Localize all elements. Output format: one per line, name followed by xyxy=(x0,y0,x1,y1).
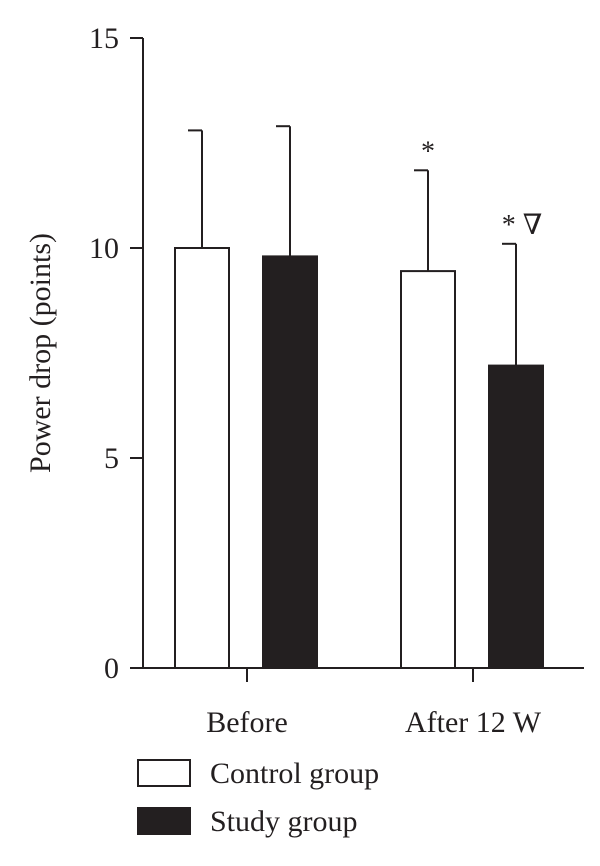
legend-swatch xyxy=(137,807,191,835)
y-tick-label: 5 xyxy=(104,442,119,475)
significance-marker: * ∇ xyxy=(502,210,543,241)
x-ticks: Before After 12 W xyxy=(206,668,542,739)
legend: Control group Study group xyxy=(137,757,379,838)
y-tick-label: 15 xyxy=(89,22,119,55)
y-ticks: 0 5 10 15 xyxy=(89,22,143,685)
y-tick-label: 0 xyxy=(104,652,119,685)
legend-swatch xyxy=(137,759,191,787)
x-tick-label: After 12 W xyxy=(405,706,542,739)
annotations: * * ∇ xyxy=(421,136,542,241)
significance-marker: * xyxy=(421,136,435,167)
x-tick-label: Before xyxy=(206,706,288,739)
legend-label: Control group xyxy=(210,757,379,790)
y-tick-label: 10 xyxy=(89,232,119,265)
error-bars xyxy=(188,125,517,366)
y-axis-title: Power drop (points) xyxy=(24,233,57,473)
bar xyxy=(488,364,544,669)
bar xyxy=(262,255,318,669)
legend-label: Study group xyxy=(210,805,358,838)
bar xyxy=(400,270,456,669)
bar xyxy=(174,247,230,669)
bars xyxy=(174,247,544,669)
